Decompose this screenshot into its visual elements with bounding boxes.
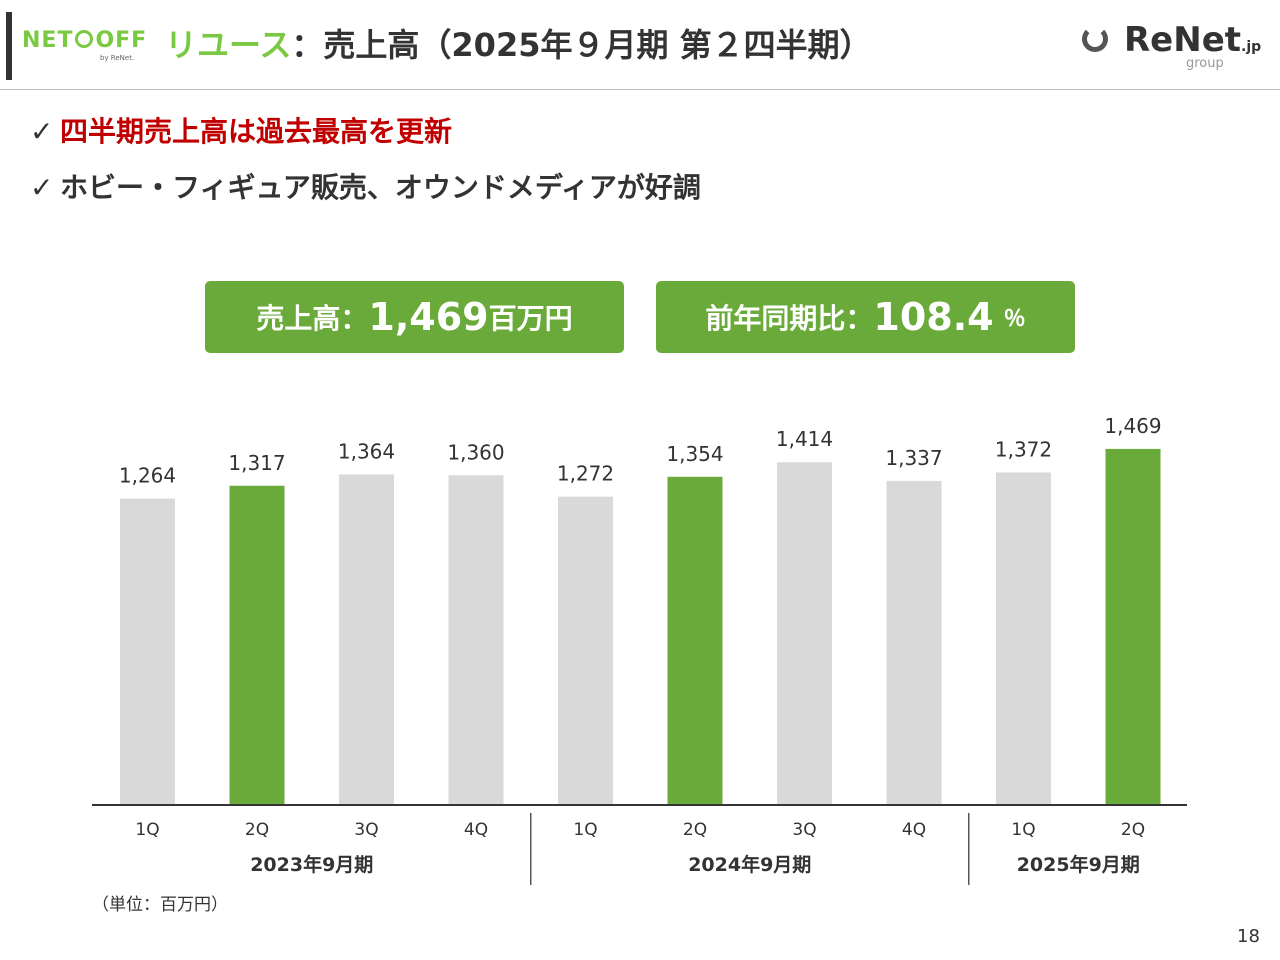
group-label-1: 2024年9月期 [688,853,811,876]
category-label-4: 1Q [573,820,597,840]
logo-text-right: OFF [95,28,148,53]
bullet-text: 四半期売上高は過去最高を更新 [60,115,453,148]
header-accent-bar [6,12,12,80]
group-label-2: 2025年9月期 [1017,853,1140,876]
renet-logo: ReNet.jp group [1082,20,1262,76]
kpi-yoy: 前年同期比： 108.4 ％ [656,281,1075,353]
kpi-sales: 売上高： 1,469 百万円 [205,281,624,353]
bar-0 [120,498,175,805]
bar-2 [339,474,394,805]
bar-4 [558,496,613,805]
bar-1 [229,485,285,805]
bar-7 [886,480,942,805]
renet-group-text: group [1186,56,1224,71]
page-title: リユース：売上高（2025年９月期 第２四半期） [165,20,872,66]
bar-3 [448,475,504,805]
kpi-sales-label: 売上高： [256,302,369,335]
data-label-6: 1,414 [776,427,833,451]
category-label-6: 3Q [792,820,816,840]
data-label-0: 1,264 [119,464,176,488]
check-icon: ✓ [30,115,54,148]
category-label-8: 1Q [1011,820,1035,840]
data-label-8: 1,372 [995,437,1052,461]
logo-text-left: NET [22,28,74,53]
bar-9 [1105,448,1161,805]
logo-ring-icon [75,30,94,48]
renet-ring-icon [1082,26,1108,52]
category-label-7: 4Q [902,820,926,840]
data-label-2: 1,364 [338,439,395,463]
data-label-4: 1,272 [557,462,614,486]
category-label-9: 2Q [1121,820,1145,840]
data-label-5: 1,354 [666,442,723,466]
category-label-2: 3Q [354,820,378,840]
data-label-7: 1,337 [885,446,942,470]
group-label-0: 2023年9月期 [250,853,373,876]
netoff-logo: NET OFF by ReNet. [22,22,146,68]
renet-logo-jp: .jp [1241,39,1262,55]
logo-subtext: by ReNet. [100,54,135,62]
bar-6 [777,462,832,805]
data-label-9: 1,469 [1104,414,1161,438]
page-title-accent: リユース [165,26,292,64]
bar-8 [996,472,1051,805]
kpi-sales-unit: 百万円 [488,302,573,335]
kpi-yoy-unit: ％ [1003,307,1026,332]
kpi-sales-value: 1,469 [368,295,489,339]
bullet-hobby-figure: ✓ ホビー・フィギュア販売、オウンドメディアが好調 [30,166,701,206]
page-title-rest: ：売上高（2025年９月期 第２四半期） [291,26,872,64]
bullet-text: ホビー・フィギュア販売、オウンドメディアが好調 [60,171,701,204]
category-label-5: 2Q [683,820,707,840]
kpi-yoy-value: 108.4 [873,295,994,339]
sales-bar-chart: 1,264 1Q 1,317 2Q 1,364 3Q 1,360 4Q 1,272 1Q 1,354… [92,414,1187,885]
check-icon: ✓ [30,171,54,204]
bullet-record-sales: ✓ 四半期売上高は過去最高を更新 [30,110,452,150]
header-divider [0,89,1280,90]
renet-logo-text: ReNet [1124,20,1242,60]
category-label-1: 2Q [245,820,269,840]
data-label-3: 1,360 [447,440,504,464]
page-number: 18 [1237,926,1260,947]
data-label-1: 1,317 [228,451,285,475]
bar-5 [667,476,723,805]
kpi-yoy-label: 前年同期比： [705,302,874,335]
category-label-0: 1Q [135,820,159,840]
category-label-3: 4Q [464,820,488,840]
chart-unit-label: （単位：百万円） [92,895,228,915]
